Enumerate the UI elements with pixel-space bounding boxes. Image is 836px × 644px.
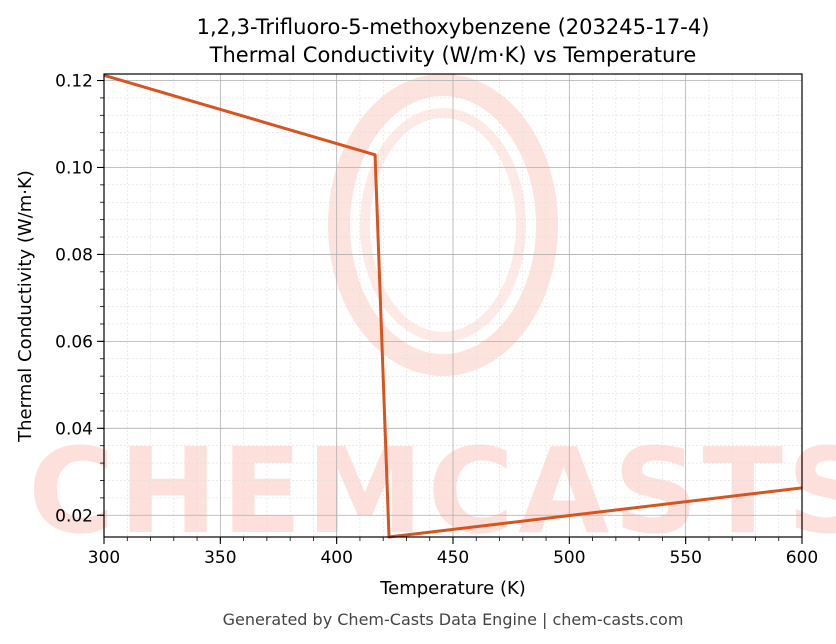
- y-tick-label: 0.12: [55, 72, 93, 92]
- y-axis-ticks: 0.02 0.04 0.06 0.08 0.10 0.12: [55, 72, 104, 526]
- y-tick-label: 0.02: [55, 506, 93, 526]
- x-axis-label: Temperature (K): [379, 578, 526, 599]
- series-layer: [103, 73, 803, 539]
- x-tick-label: 600: [786, 548, 818, 568]
- y-tick-label: 0.04: [55, 419, 93, 439]
- y-tick-label: 0.10: [55, 158, 93, 178]
- x-tick-label: 500: [553, 548, 585, 568]
- chart-title-line1: 1,2,3-Trifluoro-5-methoxybenzene (203245…: [197, 15, 710, 39]
- x-tick-label: 300: [88, 548, 120, 568]
- y-axis-label: Thermal Conductivity (W/m·K): [15, 170, 36, 443]
- x-tick-label: 350: [204, 548, 236, 568]
- chart-title-line2: Thermal Conductivity (W/m·K) vs Temperat…: [209, 43, 697, 67]
- footer-credit: Generated by Chem-Casts Data Engine | ch…: [223, 610, 684, 629]
- series-line: [103, 73, 803, 539]
- x-tick-label: 400: [320, 548, 352, 568]
- y-tick-label: 0.06: [55, 332, 93, 352]
- watermark-text: CHEMCASTS: [28, 422, 836, 560]
- y-tick-label: 0.08: [55, 245, 93, 265]
- x-tick-label: 450: [437, 548, 469, 568]
- x-axis-ticks: 300 350 400 450 500 550 600: [88, 537, 818, 568]
- watermark-logo: CHEMCASTS: [28, 74, 836, 560]
- x-tick-label: 550: [669, 548, 701, 568]
